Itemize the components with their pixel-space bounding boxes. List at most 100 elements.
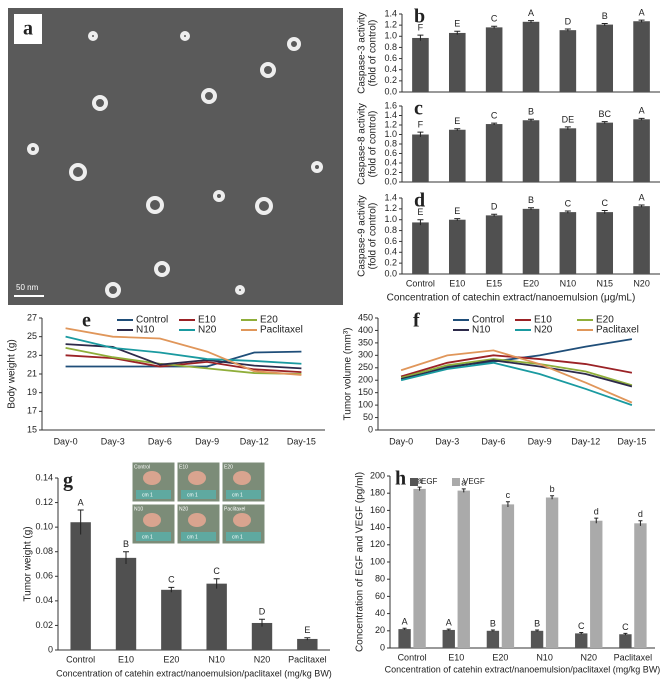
legend-label: N20: [198, 325, 217, 336]
x-tick-label: E15: [486, 278, 502, 288]
inset-label: N10: [134, 506, 143, 512]
error-bar: [638, 520, 643, 526]
bar-annotation: d: [594, 507, 599, 517]
bar: [522, 21, 540, 92]
y-tick-label: 0.06: [35, 571, 53, 581]
x-tick-label: E20: [492, 652, 508, 662]
scale-bar: 50 nm: [16, 283, 39, 292]
y-tick-label: 0.14: [35, 472, 53, 482]
legend-label: N20: [534, 325, 553, 336]
x-axis-label: Concentration of catechin extract/nanoem…: [387, 293, 636, 304]
y-axis-label: Caspase-9 activity: [357, 195, 368, 277]
y-tick-label: 200: [358, 375, 373, 385]
bar: [633, 21, 650, 92]
bar-annotation: C: [213, 566, 220, 576]
inset-label: Paclitaxel: [224, 506, 245, 512]
y-tick-label: 15: [27, 424, 37, 434]
error-bar: [454, 128, 461, 131]
bar: [485, 27, 503, 92]
inset-ruler: [136, 532, 171, 541]
y-tick-label: 0.4: [384, 64, 397, 74]
inset-ruler: [226, 490, 261, 499]
x-tick-label: Day-12: [240, 436, 269, 446]
bar-annotation: E: [454, 206, 460, 216]
line: [400, 349, 633, 404]
inset-ruler-label: cm 1: [142, 492, 153, 498]
error-bar: [601, 209, 608, 214]
legend-label: N10: [472, 325, 491, 336]
y-axis-label: Tumor volume (mm³): [343, 328, 354, 421]
x-tick-label: E20: [163, 654, 179, 664]
bar: [448, 129, 466, 182]
error-bar: [638, 19, 645, 23]
bar: [545, 497, 559, 648]
bar: [297, 638, 318, 650]
x-tick-label: N10: [560, 278, 577, 288]
y-tick-label: 350: [358, 337, 373, 347]
y-tick-label: 0.0: [384, 176, 397, 186]
y-tick-label: 0.8: [384, 42, 397, 52]
bar-annotation: C: [491, 110, 498, 120]
bar: [115, 557, 137, 650]
y-tick-label: 120: [370, 539, 385, 549]
x-tick-label: N15: [596, 278, 613, 288]
x-tick-label: Day-12: [571, 436, 600, 446]
y-tick-label: 0.0: [384, 86, 397, 96]
bar-annotation: F: [418, 23, 424, 33]
panel-label: b: [414, 6, 425, 28]
error-bar: [601, 121, 608, 124]
legend-label: Paclitaxel: [260, 325, 303, 336]
x-tick-label: Control: [406, 278, 435, 288]
error-bar: [550, 495, 555, 500]
panel-label: g: [63, 470, 73, 492]
line: [65, 327, 302, 376]
x-tick-label: Paclitaxel: [288, 654, 327, 664]
error-bar: [304, 637, 311, 641]
bar-annotation: b: [550, 484, 555, 494]
inset-ruler-label: cm 1: [142, 534, 153, 540]
bar: [206, 583, 227, 650]
bar: [596, 24, 614, 92]
y-axis-label: (fold of control): [368, 203, 379, 270]
bar-annotation: D: [491, 202, 498, 212]
bar-annotation: E: [454, 116, 460, 126]
legend-label: E10: [534, 315, 552, 326]
x-tick-label: N10: [536, 652, 553, 662]
x-tick-label: Day-15: [617, 436, 646, 446]
y-axis-label: Tumor weight (g): [23, 526, 34, 601]
x-tick-label: N10: [208, 654, 225, 664]
bar: [501, 504, 515, 648]
bar-annotation: D: [259, 607, 266, 617]
y-tick-label: 1.2: [384, 203, 397, 213]
bar-annotation: BC: [598, 109, 611, 119]
error-bar: [417, 219, 424, 226]
bar: [485, 124, 503, 182]
bar: [522, 120, 540, 182]
inset-label: N20: [179, 506, 188, 512]
bar: [412, 222, 429, 274]
bar: [161, 589, 182, 650]
bar: [596, 212, 614, 274]
bar-annotation: A: [78, 497, 84, 507]
legend-label: E10: [198, 315, 216, 326]
legend-swatch: [452, 478, 460, 486]
bar-annotation: E: [417, 207, 423, 217]
bar-annotation: A: [528, 8, 534, 18]
error-bar: [490, 629, 495, 632]
y-tick-label: 0.2: [384, 167, 397, 177]
x-tick-label: Day-15: [287, 436, 316, 446]
y-tick-label: 1.4: [384, 8, 397, 18]
legend-label: Control: [136, 315, 168, 326]
error-bar: [168, 586, 175, 593]
bar: [398, 629, 411, 648]
error-bar: [402, 627, 407, 630]
error-bar: [564, 28, 571, 32]
y-tick-label: 0.2: [384, 75, 397, 85]
x-tick-label: Control: [66, 654, 95, 664]
inset-tumor: [188, 471, 206, 485]
legend-label: E20: [596, 315, 614, 326]
error-bar: [579, 632, 584, 635]
x-tick-label: E20: [523, 278, 539, 288]
x-tick-label: N20: [254, 654, 271, 664]
bar: [448, 32, 466, 92]
